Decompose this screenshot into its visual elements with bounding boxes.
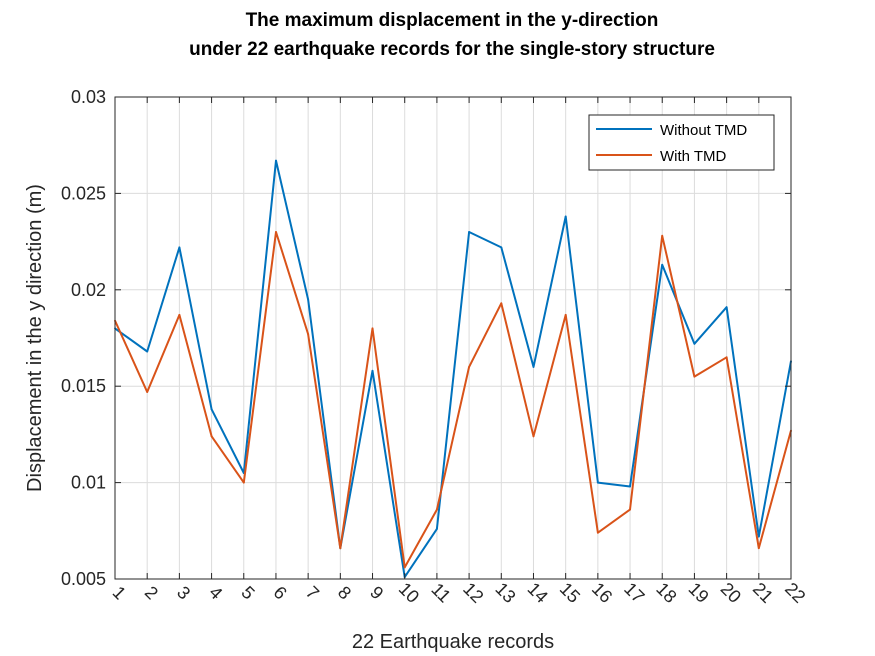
data-point-with-tmd <box>468 366 470 368</box>
series-group <box>114 159 792 579</box>
data-point-without-tmd <box>629 485 631 488</box>
y-tick-label: 0.02 <box>71 280 106 300</box>
data-point-without-tmd <box>532 366 535 368</box>
plot-frame <box>114 96 792 580</box>
data-point-without-tmd <box>307 298 310 301</box>
data-point-without-tmd <box>275 159 277 162</box>
data-point-with-tmd <box>210 435 213 438</box>
data-point-with-tmd <box>242 481 245 484</box>
y-tick-label: 0.03 <box>71 87 106 107</box>
data-point-with-tmd <box>532 435 535 438</box>
axis-ticks <box>114 96 792 580</box>
data-point-with-tmd <box>693 375 696 378</box>
data-point-with-tmd <box>757 547 760 550</box>
data-point-with-tmd <box>661 234 664 237</box>
y-tick-label: 0.005 <box>61 569 106 589</box>
data-point-without-tmd <box>371 369 374 372</box>
data-point-without-tmd <box>661 263 664 266</box>
x-axis-label: 22 Earthquake records <box>352 631 554 653</box>
data-point-with-tmd <box>403 566 406 569</box>
data-point-with-tmd <box>564 313 567 316</box>
data-point-without-tmd <box>178 246 181 249</box>
data-point-without-tmd <box>436 527 438 530</box>
data-point-without-tmd <box>500 246 503 249</box>
data-point-without-tmd <box>146 350 149 353</box>
series-line-with-tmd <box>114 231 792 569</box>
y-tick-label: 0.01 <box>71 473 106 493</box>
data-point-with-tmd <box>178 313 181 316</box>
data-point-with-tmd <box>596 531 599 534</box>
data-point-with-tmd <box>725 356 728 359</box>
data-point-without-tmd <box>693 342 696 345</box>
y-axis-tick-labels: 0.005 0.01 0.015 0.02 0.025 0.03 <box>61 87 106 589</box>
data-point-with-tmd <box>436 508 438 511</box>
chart-title-line-2: under 22 earthquake records for the sing… <box>189 39 715 60</box>
y-tick-label: 0.025 <box>61 183 106 203</box>
data-point-with-tmd <box>500 302 503 305</box>
data-point-without-tmd <box>596 481 599 484</box>
y-tick-label: 0.015 <box>61 376 106 396</box>
data-point-with-tmd <box>629 508 631 511</box>
data-point-with-tmd <box>339 547 342 550</box>
data-point-with-tmd <box>146 391 149 393</box>
data-point-without-tmd <box>564 215 567 218</box>
legend-label-with-tmd: With TMD <box>660 148 727 165</box>
data-point-without-tmd <box>468 231 470 233</box>
legend-box <box>588 114 775 171</box>
data-point-with-tmd <box>371 327 374 330</box>
legend-label-without-tmd: Without TMD <box>660 122 747 139</box>
legend: Without TMD With TMD <box>588 114 775 171</box>
data-point-with-tmd <box>275 231 277 233</box>
data-point-without-tmd <box>757 535 760 538</box>
data-point-without-tmd <box>725 306 728 309</box>
y-axis-label: Displacement in the y direction (m) <box>24 184 46 492</box>
chart-title-line-1: The maximum displacement in the y-direct… <box>246 10 659 31</box>
plot-area <box>115 97 791 579</box>
data-point-without-tmd <box>210 408 213 411</box>
data-point-with-tmd <box>307 333 310 336</box>
